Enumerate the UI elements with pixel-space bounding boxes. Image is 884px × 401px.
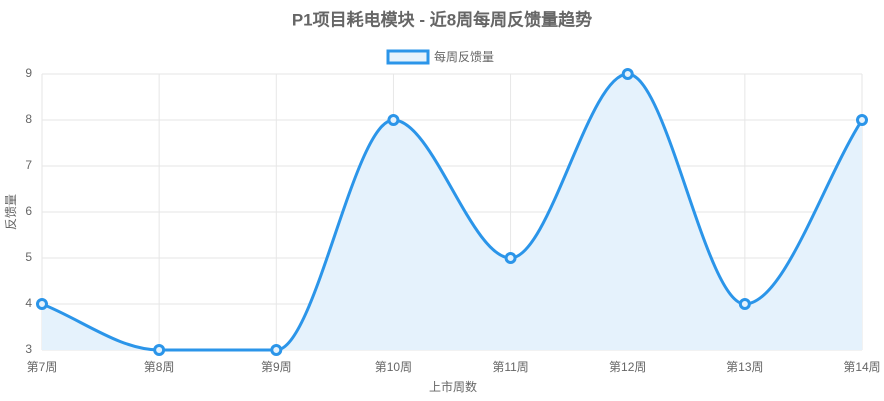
area bbox=[42, 74, 862, 350]
y-tick-label: 9 bbox=[25, 66, 32, 80]
y-tick-label: 8 bbox=[25, 112, 32, 126]
point bbox=[738, 298, 751, 310]
legend-swatch bbox=[386, 49, 430, 65]
x-tick-label: 第11周 bbox=[492, 360, 528, 374]
x-tick-label: 第9周 bbox=[261, 360, 292, 374]
point bbox=[856, 114, 868, 126]
legend-label: 每周反馈量 bbox=[434, 49, 494, 64]
point bbox=[153, 344, 166, 356]
y-tick-label: 4 bbox=[25, 296, 32, 310]
y-tick-label: 6 bbox=[25, 204, 32, 218]
y-tick-label: 3 bbox=[25, 342, 32, 356]
point bbox=[621, 68, 634, 80]
x-tick-label: 第8周 bbox=[144, 360, 175, 374]
x-tick-label: 第10周 bbox=[375, 360, 412, 374]
x-tick-label: 第13周 bbox=[726, 360, 763, 374]
y-tick-label: 7 bbox=[25, 158, 32, 172]
point bbox=[387, 114, 400, 126]
line bbox=[41, 72, 864, 352]
x-tick-label: 第14周 bbox=[843, 360, 880, 374]
point bbox=[504, 252, 517, 264]
x-tick-label: 第12周 bbox=[609, 360, 646, 374]
point bbox=[36, 298, 48, 310]
y-axis-title: 反馈量 bbox=[4, 194, 18, 230]
y-tick-label: 5 bbox=[25, 250, 32, 264]
x-tick-label: 第7周 bbox=[27, 360, 58, 374]
point bbox=[270, 344, 283, 356]
chart-title: P1项目耗电模块 - 近8周每周反馈量趋势 bbox=[292, 9, 592, 29]
x-axis-title: 上市周数 bbox=[429, 379, 477, 394]
